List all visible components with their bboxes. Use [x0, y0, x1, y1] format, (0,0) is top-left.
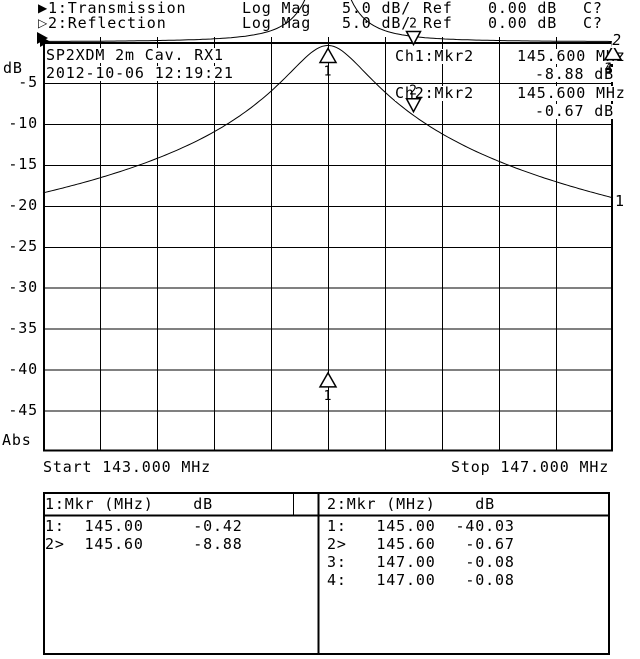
- y-tick-label: -5: [18, 72, 38, 91]
- readout-ch1-label: Ch1:Mkr2: [395, 47, 475, 65]
- header-trace2-ref-label: Ref: [423, 14, 453, 32]
- header-trace2-format: Log Mag: [242, 14, 312, 32]
- x-axis-stop-label: Stop 147.000 MHz: [451, 458, 610, 476]
- y-tick-label: -40: [8, 359, 38, 378]
- reflection-trace: [43, 0, 613, 42]
- x-axis-start-label: Start 143.000 MHz: [43, 458, 211, 476]
- header-trace1-status: C?: [583, 0, 603, 17]
- y-axis-unit-label: dB: [3, 59, 23, 77]
- marker-table-row: 3: 147.00 -0.08: [327, 553, 515, 571]
- readout-ch2-label: Ch2:Mkr2: [395, 84, 475, 102]
- header-trace2-status: C?: [583, 14, 603, 32]
- marker-1-triangle-icon[interactable]: [318, 371, 338, 388]
- trace2-number-label: 2: [610, 31, 624, 49]
- readout-ch2-freq: 145.600 MHz: [517, 84, 626, 102]
- trace1-active-arrow-icon: ▶: [38, 1, 48, 15]
- header-trace1-scale: 5.0 dB/: [342, 0, 412, 17]
- transmission-trace: [42, 44, 614, 199]
- y-tick-label: -15: [8, 154, 38, 173]
- y-tick-label: -25: [8, 236, 38, 255]
- marker-2-triangle-icon[interactable]: [405, 97, 422, 114]
- marker-table-border: [43, 492, 610, 655]
- marker-table-row: 2> 145.60 -8.88: [45, 535, 243, 553]
- marker-table2-header: 2:Mkr (MHz) dB: [327, 495, 495, 513]
- marker-table-row: 4: 147.00 -0.08: [327, 571, 515, 589]
- y-axis-bottom-label: Abs: [2, 431, 32, 449]
- readout-ch2-value: -0.67 dB: [535, 102, 615, 120]
- plot-timestamp: 2012-10-06 12:19:21: [46, 64, 234, 82]
- marker-1-triangle-icon[interactable]: [318, 46, 338, 64]
- ref-level-arrow2-icon: [40, 36, 50, 47]
- y-tick-label: -30: [8, 277, 38, 296]
- marker-table-row: 1: 145.00 -40.03: [327, 517, 515, 535]
- marker-table-row: 2> 145.60 -0.67: [327, 535, 515, 553]
- marker-4-triangle-icon[interactable]: [603, 44, 623, 61]
- plot-title: SP2XDM 2m Cav. RX1: [46, 46, 224, 64]
- readout-ch1-value: -8.88 dB: [535, 65, 615, 83]
- trace2-arrow-icon: ▷: [38, 16, 48, 30]
- header-trace1-format: Log Mag: [242, 0, 312, 17]
- marker-table1-header: 1:Mkr (MHz) dB: [45, 495, 213, 513]
- trace1-number-label: 1: [615, 192, 625, 210]
- y-tick-label: -10: [8, 113, 38, 132]
- header-trace1-ref-value: 0.00 dB: [488, 0, 558, 17]
- header-trace2-scale: 5.0 dB/: [342, 14, 412, 32]
- header-trace1-label[interactable]: 1:Transmission: [48, 0, 187, 17]
- y-tick-label: -20: [8, 195, 38, 214]
- header-trace2-ref-value: 0.00 dB: [488, 14, 558, 32]
- header-trace1-ref-label: Ref: [423, 0, 453, 17]
- readout-ch1-freq: 145.600 MHz: [517, 47, 626, 65]
- marker-number-label: 2: [409, 84, 418, 99]
- marker-number-label: 1: [324, 64, 333, 79]
- marker-2-triangle-icon[interactable]: [405, 30, 422, 47]
- marker-number-label: 3: [605, 62, 614, 77]
- marker-number-label: 1: [324, 389, 333, 404]
- marker-table-row: 1: 145.00 -0.42: [45, 517, 243, 535]
- marker-number-label: 4: [605, 62, 614, 77]
- marker-number-label: 2: [409, 16, 418, 31]
- header-trace2-label[interactable]: 2:Reflection: [48, 14, 167, 32]
- y-tick-label: -45: [8, 400, 38, 419]
- y-tick-label: -35: [8, 318, 38, 337]
